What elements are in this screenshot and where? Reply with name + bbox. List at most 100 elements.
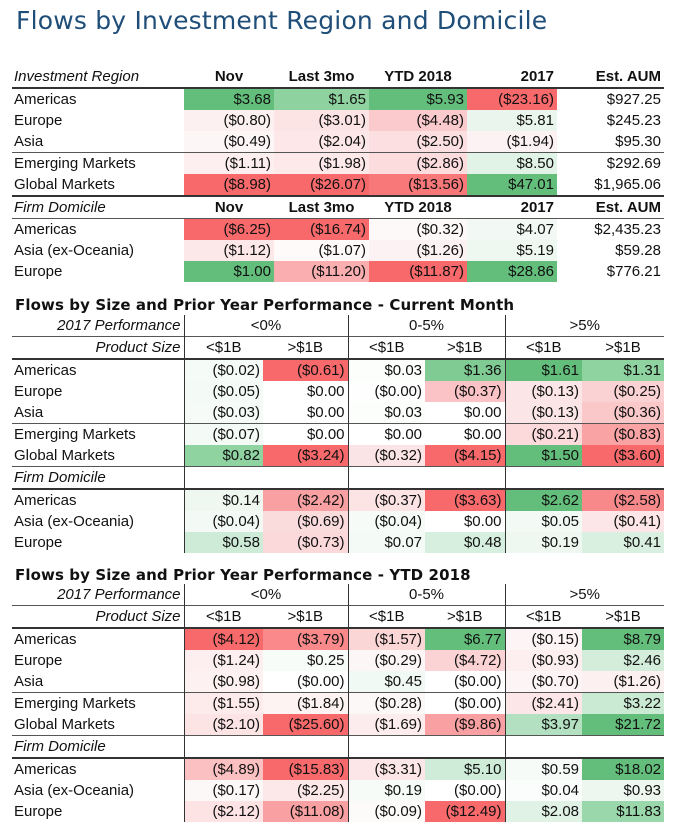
column-header: 2017 <box>467 195 557 219</box>
row-label: Asia <box>12 671 185 693</box>
data-cell: ($3.24) <box>263 445 349 467</box>
row-label: Global Markets <box>12 445 185 467</box>
row-label: Global Markets <box>14 176 115 193</box>
data-cell: ($2.10) <box>184 714 263 736</box>
data-cell: ($26.07) <box>274 174 369 196</box>
data-cell: ($0.00) <box>425 692 506 714</box>
table-row: Europe $1.00 ($11.20) ($11.87) $28.86 $776.21 <box>12 261 664 282</box>
performance-header-row: 2017 Performance <0% 0-5% >5% <box>12 315 664 337</box>
data-cell: ($0.41) <box>582 511 665 532</box>
data-cell: $0.19 <box>505 532 583 553</box>
data-cell: ($0.61) <box>263 358 349 381</box>
row-label: Americas <box>12 757 185 780</box>
empty-cell <box>505 735 583 758</box>
data-cell: ($11.08) <box>263 801 349 822</box>
data-cell: ($1.26) <box>369 240 467 261</box>
data-cell: $0.48 <box>425 532 506 553</box>
data-cell: ($13.56) <box>369 174 467 196</box>
table-row: Americas ($4.12) ($3.79) ($1.57) $6.77 ($0.15… <box>12 627 665 650</box>
table-row: Emerging Markets ($0.07) $0.00 $0.00 $0.00 ($… <box>12 423 665 445</box>
data-cell: ($0.00) <box>263 671 349 693</box>
data-cell: ($6.25) <box>184 218 274 240</box>
data-cell: ($2.42) <box>263 488 349 511</box>
data-cell: ($0.17) <box>184 780 263 801</box>
data-cell: $5.81 <box>467 110 557 131</box>
table-row: Americas ($6.25) ($16.74) ($0.32) $4.07 $2,43… <box>12 218 664 240</box>
current-month-table: 2017 Performance <0% 0-5% >5% Product Size <$… <box>12 315 665 553</box>
data-cell: ($0.36) <box>582 402 665 424</box>
data-cell: ($1.57) <box>348 627 426 650</box>
size-label: Product Size <box>12 605 185 628</box>
table-row: Europe ($0.80) ($3.01) ($4.48) $5.81 $245.23 <box>12 110 664 131</box>
table-row: Asia ($0.98) ($0.00) $0.45 ($0.00) ($0.70) ($1… <box>12 671 665 693</box>
size-column-header: >$1B <box>263 336 349 359</box>
data-cell: $0.45 <box>348 671 426 693</box>
column-header: Last 3mo <box>288 68 355 85</box>
data-cell: $28.86 <box>467 261 557 282</box>
data-cell: $47.01 <box>467 174 557 196</box>
table-row: Emerging Markets ($1.11) ($1.98) ($2.86) $8.… <box>12 152 664 174</box>
data-cell: ($3.01) <box>274 110 369 131</box>
data-cell: $0.82 <box>184 445 263 467</box>
performance-group: <0% <box>184 584 349 606</box>
data-cell: ($4.89) <box>184 757 263 780</box>
data-cell: $21.72 <box>582 714 665 736</box>
data-cell: $927.25 <box>557 87 664 110</box>
data-cell: ($0.07) <box>184 423 263 445</box>
table-header-row: Firm Domicile Nov Last 3mo YTD 2018 2017 Est.… <box>12 195 664 219</box>
data-cell: ($12.49) <box>425 801 506 822</box>
data-cell: ($0.32) <box>369 218 467 240</box>
row-label: Emerging Markets <box>12 152 184 174</box>
data-cell: ($2.58) <box>582 488 665 511</box>
data-cell: $0.14 <box>184 488 263 511</box>
size-column-header: >$1B <box>263 605 349 628</box>
data-cell: ($1.07) <box>274 240 369 261</box>
data-cell: ($9.86) <box>425 714 506 736</box>
row-label: Emerging Markets <box>12 423 185 445</box>
data-cell: ($4.72) <box>425 650 506 671</box>
size-column-header: <$1B <box>348 336 426 359</box>
data-cell: $0.00 <box>263 423 349 445</box>
data-cell: ($1.26) <box>582 671 665 693</box>
row-label: Americas <box>12 358 185 381</box>
data-cell: ($1.11) <box>184 152 274 174</box>
data-cell: ($4.15) <box>425 445 506 467</box>
row-label: Americas <box>12 627 185 650</box>
data-cell: ($3.60) <box>582 445 665 467</box>
column-header: Est. AUM <box>595 68 661 85</box>
data-cell: ($0.00) <box>348 381 426 402</box>
data-cell: $3.68 <box>184 87 274 110</box>
table-row: Emerging Markets ($1.55) ($1.84) ($0.28) ($0… <box>12 692 665 714</box>
table-header-row: Investment Region Nov Last 3mo YTD 2018 2017… <box>12 66 664 88</box>
table-row: Asia ($0.03) $0.00 $0.03 $0.00 ($0.13) ($0.36) <box>12 402 665 424</box>
data-cell: ($0.93) <box>505 650 583 671</box>
domicile-label-row: Firm Domicile <box>12 466 665 489</box>
size-column-header: >$1B <box>425 605 506 628</box>
data-cell: ($0.03) <box>184 402 263 424</box>
data-cell: ($0.00) <box>425 780 506 801</box>
size-column-header: <$1B <box>184 336 263 359</box>
data-cell: ($11.20) <box>274 261 369 282</box>
data-cell: $3.97 <box>505 714 583 736</box>
row-label: Asia (ex-Oceania) <box>12 780 185 801</box>
empty-cell <box>582 735 665 758</box>
table-row: Europe ($1.24) $0.25 ($0.29) ($4.72) ($0.93) $… <box>12 650 665 671</box>
performance-group: >5% <box>569 586 600 603</box>
data-cell: ($0.37) <box>425 381 506 402</box>
performance-group: >5% <box>569 317 600 334</box>
empty-cell <box>263 735 349 758</box>
data-cell: ($4.12) <box>184 627 263 650</box>
data-cell: $0.19 <box>348 780 426 801</box>
ytd-table: 2017 Performance <0% 0-5% >5% Product Size <$… <box>12 584 665 822</box>
data-cell: ($11.87) <box>369 261 467 282</box>
data-cell: ($0.70) <box>505 671 583 693</box>
table-row: Global Markets ($2.10) ($25.60) ($1.69) ($9.… <box>12 714 665 736</box>
empty-cell <box>184 735 263 758</box>
current-month-table-title: Flows by Size and Prior Year Performance… <box>15 296 515 314</box>
table-row: Asia (ex-Oceania) ($0.17) ($2.25) $0.19 ($0.… <box>12 780 665 801</box>
empty-cell <box>425 735 506 758</box>
data-cell: $776.21 <box>606 263 661 280</box>
data-cell: $1.00 <box>184 261 274 282</box>
data-cell: ($0.37) <box>348 488 426 511</box>
section-label: Firm Domicile <box>12 466 185 489</box>
